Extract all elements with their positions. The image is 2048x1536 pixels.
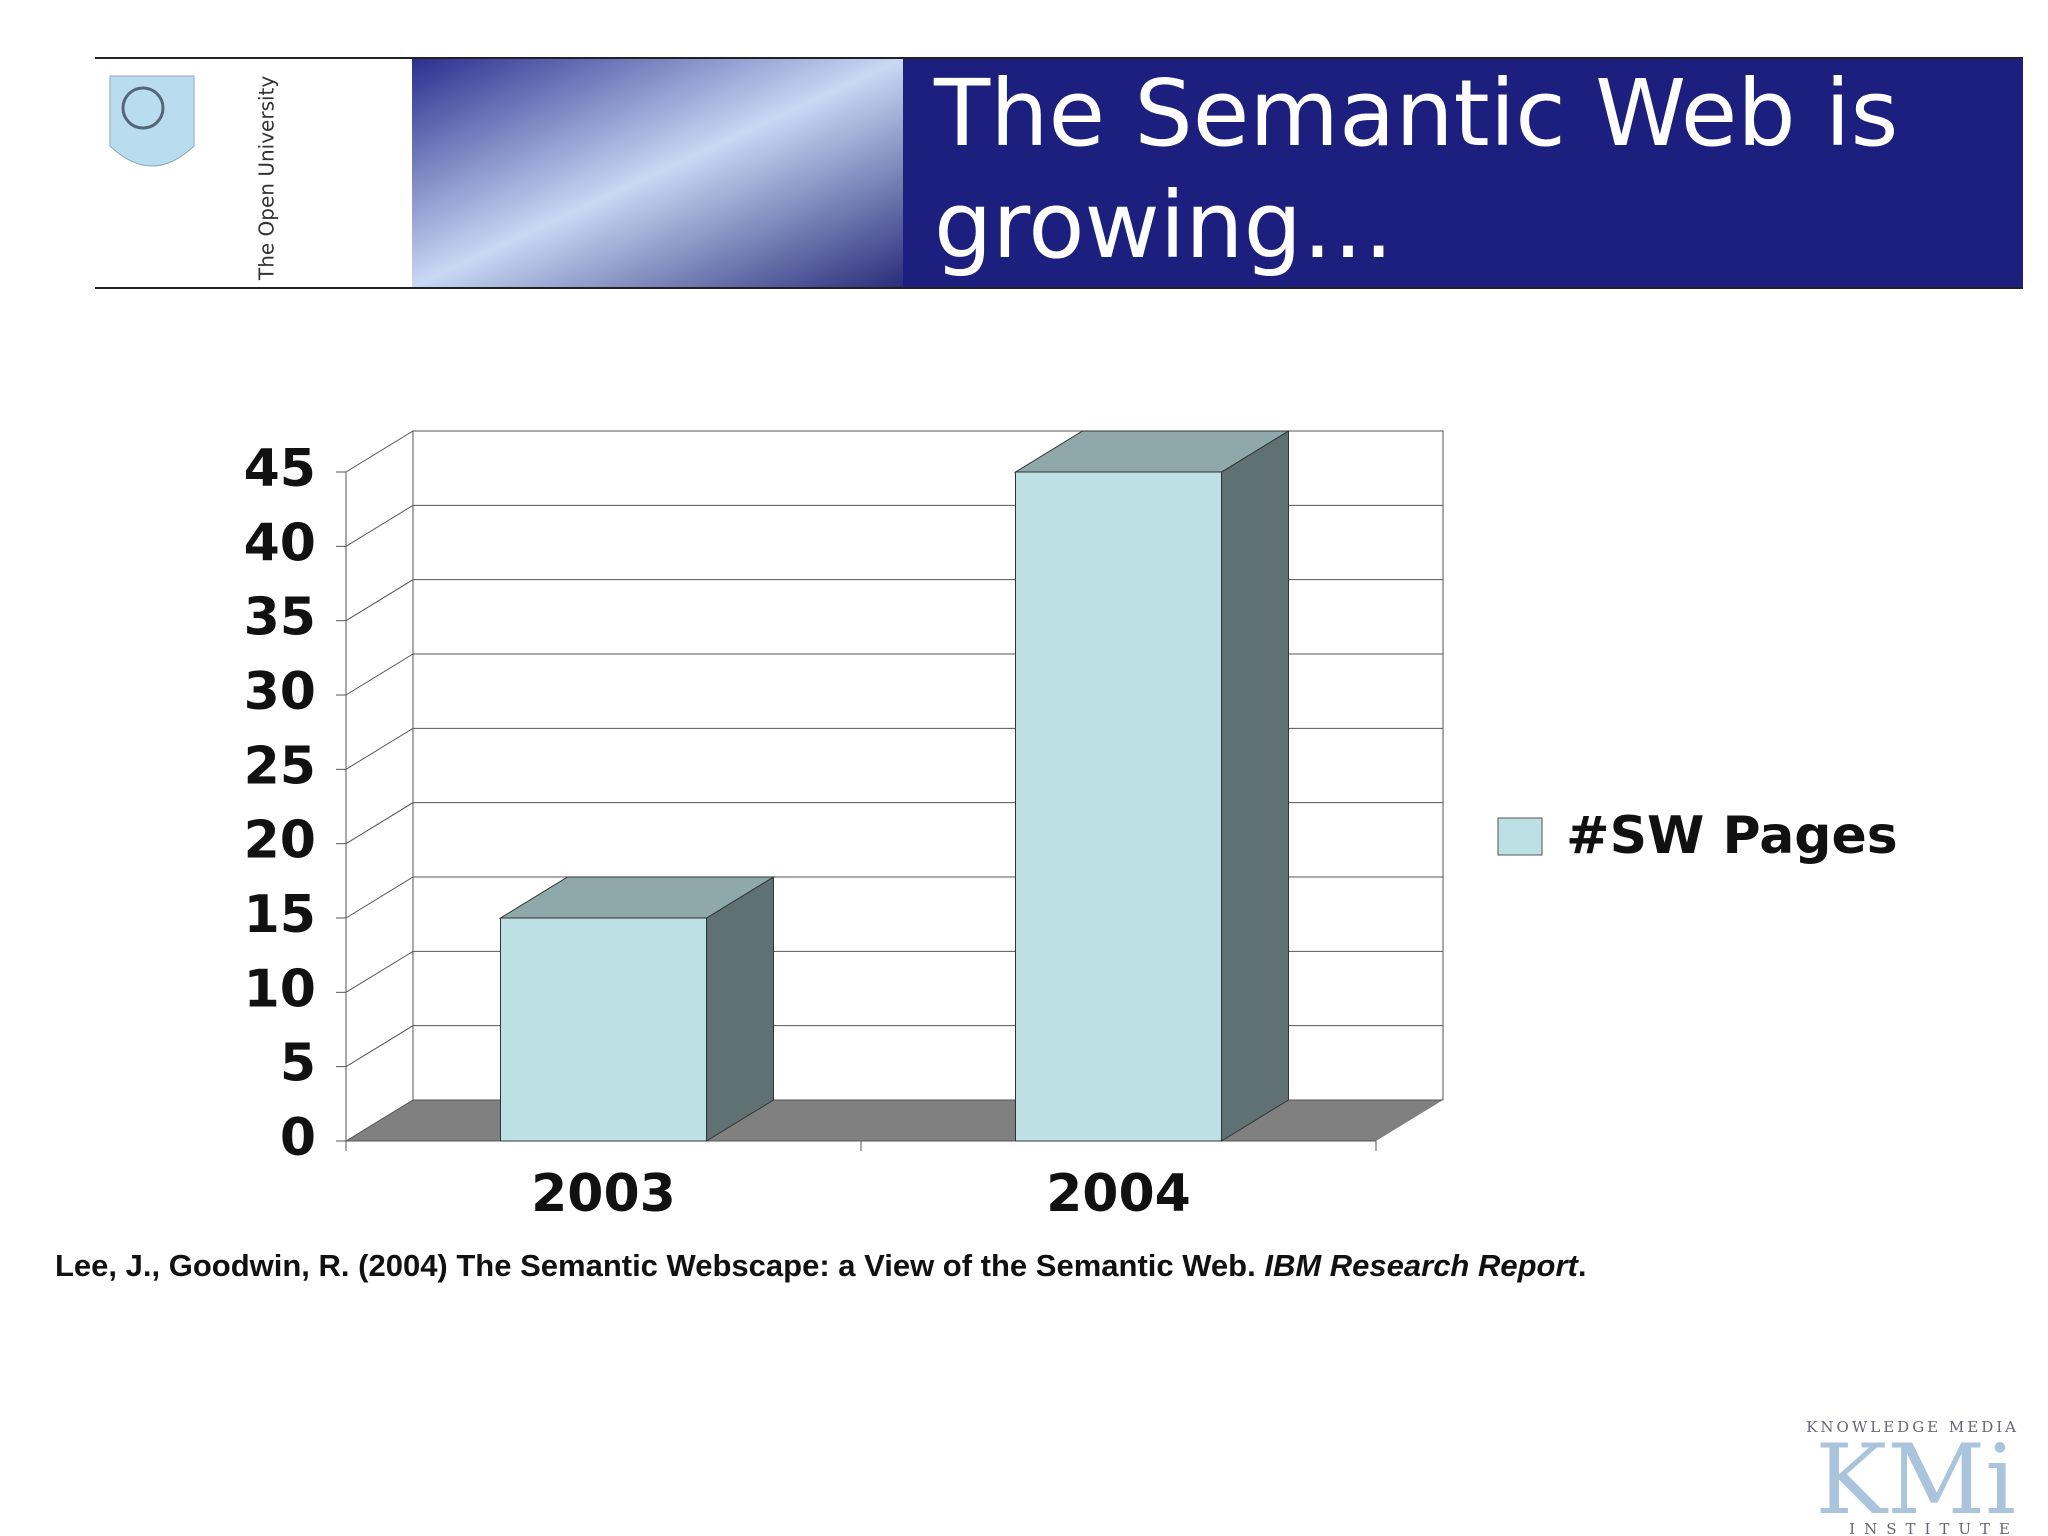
y-tick-label: 25: [244, 736, 316, 796]
bar: [500, 917, 707, 1142]
citation-source: IBM Research Report: [1264, 1248, 1578, 1283]
bar: [1015, 471, 1222, 1142]
header-image: [412, 59, 903, 287]
citation-text: Lee, J., Goodwin, R. (2004) The Semantic…: [55, 1248, 1265, 1283]
y-tick-label: 10: [244, 959, 316, 1019]
ou-logo-text: The Open University: [255, 76, 279, 281]
y-tick-label: 15: [244, 885, 316, 945]
bar-side: [706, 876, 774, 1142]
y-tick-label: 20: [244, 811, 316, 871]
y-tick-label: 0: [280, 1108, 316, 1168]
y-tick-label: 45: [244, 439, 316, 499]
slide-title: The Semantic Web is growing…: [934, 60, 1899, 279]
kmi-bottom: INSTITUTE: [1849, 1520, 2019, 1536]
x-tick-label: 2003: [531, 1164, 676, 1224]
citation: Lee, J., Goodwin, R. (2004) The Semantic…: [55, 1248, 1587, 1284]
kmi-top: KNOWLEDGE MEDIA: [1806, 1418, 2019, 1436]
y-tick-label: 35: [244, 588, 316, 648]
kmi-main: KMi: [1815, 1424, 2016, 1536]
bar-side: [1221, 430, 1289, 1142]
title-band: [903, 59, 2023, 287]
citation-end: .: [1577, 1248, 1587, 1283]
legend-label: #SW Pages: [1566, 806, 1898, 866]
x-tick-label: 2004: [1046, 1164, 1191, 1224]
ou-shield: [109, 75, 195, 167]
y-tick-label: 30: [244, 662, 316, 722]
ou-ring: [121, 86, 165, 130]
y-tick-label: 40: [244, 513, 316, 573]
y-tick-label: 5: [280, 1034, 316, 1094]
legend-swatch: [1497, 817, 1543, 856]
